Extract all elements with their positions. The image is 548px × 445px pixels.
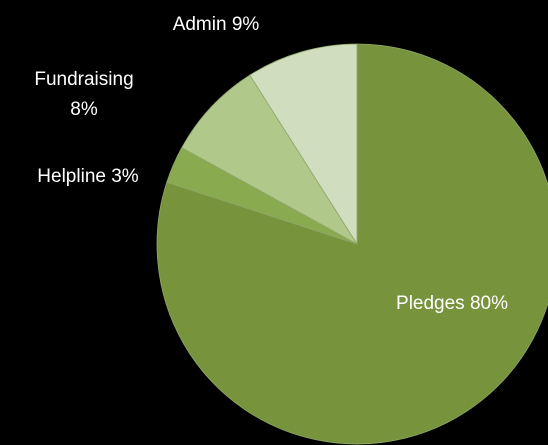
slice-label-line: Fundraising: [34, 69, 133, 90]
pie-labels: Pledges 80% Helpline 3% Fundraising 8% Admin…: [34, 14, 508, 314]
pie-slice-pledges: [156, 43, 548, 445]
pie-slice-admin: [249, 43, 358, 246]
slice-label-line: Pledges 80%: [396, 293, 508, 314]
slice-label-line: Admin 9%: [173, 14, 260, 35]
slice-label-line: 8%: [70, 99, 98, 120]
slice-label-admin: Admin 9%: [173, 14, 260, 35]
slice-label-line: Helpline 3%: [37, 166, 138, 187]
slice-label-helpline: Helpline 3%: [37, 166, 138, 187]
pie-slices: [156, 43, 548, 445]
pie-slice-fundraising: [181, 74, 358, 245]
slice-label-pledges: Pledges 80%: [396, 293, 508, 314]
slice-label-fundraising: Fundraising 8%: [34, 69, 133, 120]
